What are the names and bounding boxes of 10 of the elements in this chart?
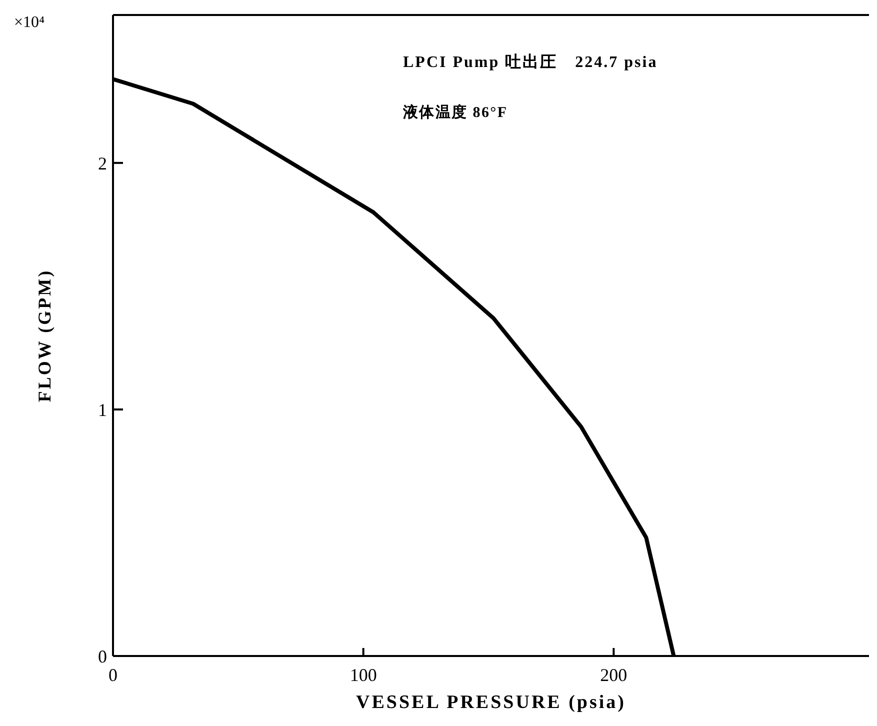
annotation: LPCI Pump 吐出圧 224.7 psia: [403, 52, 658, 73]
text: ×10⁴: [14, 14, 45, 32]
y-tick-label: 2: [98, 153, 107, 174]
x-axis-title: VESSEL PRESSURE (psia): [356, 692, 626, 713]
y-tick-label: 0: [98, 646, 107, 666]
y-tick-label: 1: [98, 400, 107, 420]
x-tick-label: 200: [600, 664, 628, 685]
x-tick-label: 100: [350, 664, 377, 685]
annotation: 液体温度 86°F: [403, 103, 508, 122]
y-axis-title: FLOW (GPM): [34, 268, 54, 402]
